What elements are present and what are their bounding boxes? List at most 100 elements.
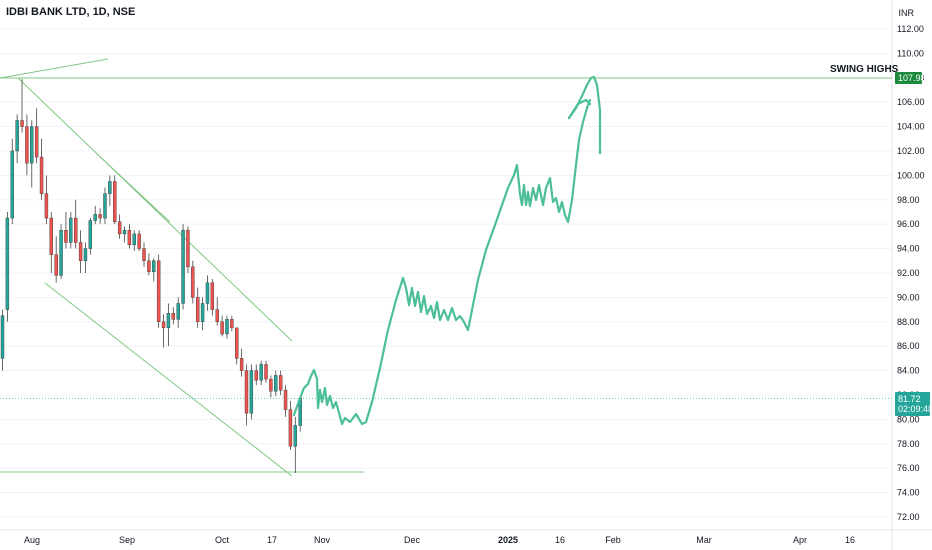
candle-body [108,181,112,194]
time-tick-label: 16 [555,535,565,545]
candle-body [210,282,215,310]
trend-line [44,282,293,477]
price-tick-label: 100.00 [897,170,925,180]
price-tick-label: 88.00 [897,317,920,327]
candle-body [220,321,224,335]
price-tick-label: 90.00 [897,292,920,302]
projection-hook-path [567,98,592,120]
price-tick-label: 94.00 [897,244,920,254]
candle-body [254,370,258,381]
price-tick-label: 92.00 [897,268,920,278]
time-tick-label: Mar [696,535,712,545]
candle-body [205,282,210,304]
candle-body [39,156,44,194]
candle-body [49,217,53,255]
candle-body [244,370,249,414]
candle-body [259,364,263,381]
candle-body [186,230,190,268]
candle-body [103,193,107,219]
candle-body [225,319,229,335]
candle-body [54,254,58,276]
candle-body [200,303,205,322]
time-tick-label: 16 [845,535,855,545]
candle-body [44,193,49,219]
price-tick-label: 110.00 [897,48,924,58]
price-tick-label: 72.00 [897,512,920,522]
candle-body [127,230,132,246]
candle-body [5,217,10,310]
candle-body [152,260,156,272]
price-tick-label: 106.00 [897,97,925,107]
countdown-text: 02:09:48 [898,404,932,414]
candle-body [293,425,297,447]
swing-high-label: SWING HIGHS [830,64,899,75]
symbol-title[interactable]: IDBI BANK LTD, 1D, NSE [6,6,136,18]
candle-body [274,375,278,392]
candle-body [122,230,127,235]
currency-label[interactable]: INR [898,8,915,18]
candle-body [264,364,268,380]
candle-body [0,315,5,359]
candle-body [117,221,122,235]
candle-body [191,266,195,298]
candle-body [69,217,73,243]
trend-line [17,77,293,342]
price-tick-label: 98.00 [897,195,920,205]
trend-line [95,152,171,223]
current-price-tag [895,392,930,416]
candle-body [64,230,68,243]
candle-body [132,233,136,246]
candle-body [239,358,244,371]
candle-body [88,220,93,249]
candle-body [249,370,254,414]
candle-body [15,120,19,152]
candle-body [171,313,176,320]
price-tick-label: 96.00 [897,219,920,229]
price-tick-label: 104.00 [897,122,925,132]
candle-body [10,150,14,219]
candle-body [166,313,171,329]
candle-body [181,230,185,304]
price-tick-label: 102.00 [897,146,925,156]
candle-body [25,126,29,164]
price-tick-label: 78.00 [897,439,920,449]
price-tick-label: 84.00 [897,366,920,376]
price-tick-label: 112.00 [897,24,924,34]
time-tick-label: Apr [793,535,807,545]
candle-body [176,303,180,320]
candle-body [30,126,34,164]
candle-body [83,248,88,261]
candle-body [59,230,63,276]
candle-body [278,375,283,391]
candle-body [137,233,141,249]
candle-body [235,327,239,359]
candle-body [288,409,293,447]
price-tick-label: 80.00 [897,414,920,424]
time-tick-label: Oct [215,535,230,545]
candle-body [142,248,146,261]
candle-body [195,297,200,322]
time-tick-label: 17 [267,535,277,545]
time-tick-label: Nov [314,535,331,545]
candle-body [156,260,161,322]
candle-body [230,319,234,329]
projection-path [292,98,592,426]
candle-body [98,214,102,219]
time-tick-label: Aug [24,535,40,545]
time-tick-label: Feb [605,535,621,545]
candle-body [73,217,78,243]
candle-body [78,242,83,261]
price-tick-label: 86.00 [897,341,920,351]
swing-high-price-text: 107.98 [898,73,926,83]
candle-body [113,181,117,222]
time-tick-label: Dec [404,535,421,545]
candle-body [20,120,24,127]
swing-high-price-tag [895,72,922,84]
trend-line [0,58,109,79]
price-tick-label: 76.00 [897,463,920,473]
candle-body [34,126,39,158]
time-tick-label: 2025 [498,535,518,545]
price-tick-label: 74.00 [897,488,920,498]
